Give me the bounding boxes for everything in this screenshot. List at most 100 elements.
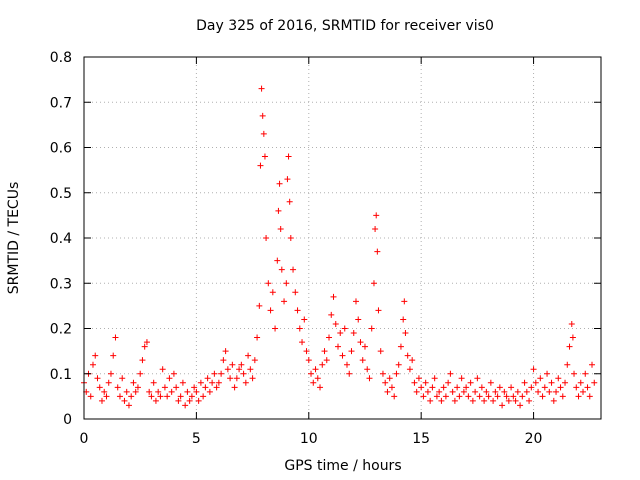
data-point <box>128 393 135 400</box>
data-point <box>555 375 562 382</box>
y-axis-label: SRMTID / TECUs <box>6 182 22 295</box>
data-point <box>519 393 526 400</box>
data-point <box>220 357 227 364</box>
data-point <box>188 393 195 400</box>
data-point <box>177 393 184 400</box>
x-axis-label: GPS time / hours <box>284 458 401 474</box>
data-point <box>575 393 582 400</box>
data-point <box>240 370 247 377</box>
data-point <box>277 225 284 232</box>
data-point <box>218 370 225 377</box>
y-tick-label: 0.2 <box>50 322 72 338</box>
data-point <box>272 325 279 332</box>
data-point <box>258 85 265 92</box>
data-point <box>429 384 436 391</box>
data-point <box>569 334 576 341</box>
y-tick-label: 0.3 <box>50 276 72 292</box>
data-point <box>393 370 400 377</box>
data-point <box>413 388 420 395</box>
data-point <box>231 384 238 391</box>
data-point <box>566 343 573 350</box>
data-point <box>359 357 366 364</box>
data-point <box>388 384 395 391</box>
data-point <box>179 379 186 386</box>
data-point <box>314 375 321 382</box>
y-tick-label: 0.7 <box>50 95 72 111</box>
data-point <box>373 212 380 219</box>
data-point <box>105 379 112 386</box>
data-point <box>454 384 461 391</box>
y-tick-label: 0.8 <box>50 50 72 66</box>
data-point <box>308 370 315 377</box>
data-point <box>496 384 503 391</box>
data-point <box>368 325 375 332</box>
data-point <box>483 388 490 395</box>
data-point <box>186 397 193 404</box>
data-point <box>263 235 270 241</box>
data-point <box>200 393 207 400</box>
data-point <box>168 388 175 395</box>
data-point <box>467 379 474 386</box>
data-point <box>254 334 261 341</box>
data-point <box>134 384 141 391</box>
data-point <box>375 307 382 314</box>
data-point <box>251 357 258 364</box>
data-point <box>161 384 168 391</box>
data-point <box>580 388 587 395</box>
data-point <box>103 393 110 400</box>
data-point <box>155 388 162 395</box>
data-point <box>209 379 216 386</box>
data-point <box>257 162 264 169</box>
data-point <box>508 384 515 391</box>
data-point <box>164 393 171 400</box>
data-point <box>215 379 222 386</box>
data-point <box>510 393 517 400</box>
data-point <box>433 393 440 400</box>
data-point <box>420 393 427 400</box>
data-point <box>92 352 99 359</box>
data-point <box>260 130 267 137</box>
data-point <box>276 180 283 187</box>
data-point <box>352 298 359 305</box>
data-point <box>485 393 492 400</box>
data-point <box>361 343 368 350</box>
data-point <box>339 352 346 359</box>
data-point <box>571 370 578 377</box>
data-point <box>460 388 467 395</box>
data-point <box>259 112 266 119</box>
data-point <box>445 379 452 386</box>
data-point <box>474 375 481 382</box>
data-point <box>424 388 431 395</box>
x-tick-label: 5 <box>192 431 201 447</box>
data-point <box>195 397 202 404</box>
data-point <box>317 384 324 391</box>
data-point <box>526 397 533 404</box>
data-point <box>94 375 101 382</box>
data-point <box>204 375 211 382</box>
data-point <box>330 293 337 300</box>
data-point <box>321 348 328 355</box>
data-point <box>173 384 180 391</box>
data-point <box>557 384 564 391</box>
data-point <box>409 357 416 364</box>
data-point <box>222 348 229 355</box>
data-point <box>326 334 333 341</box>
data-point <box>366 375 373 382</box>
data-point <box>197 379 204 386</box>
data-point <box>116 393 123 400</box>
y-tick-label: 0 <box>63 412 72 428</box>
data-point <box>431 375 438 382</box>
data-point <box>584 384 591 391</box>
data-point <box>296 325 303 332</box>
data-point <box>319 361 326 368</box>
axis-ticks <box>83 56 601 420</box>
data-point <box>150 379 157 386</box>
data-point <box>224 366 231 373</box>
data-point <box>123 388 130 395</box>
data-point <box>451 397 458 404</box>
data-point <box>348 348 355 355</box>
data-point <box>96 384 103 391</box>
grid <box>84 57 601 419</box>
data-point <box>499 402 506 409</box>
data-point <box>382 379 389 386</box>
